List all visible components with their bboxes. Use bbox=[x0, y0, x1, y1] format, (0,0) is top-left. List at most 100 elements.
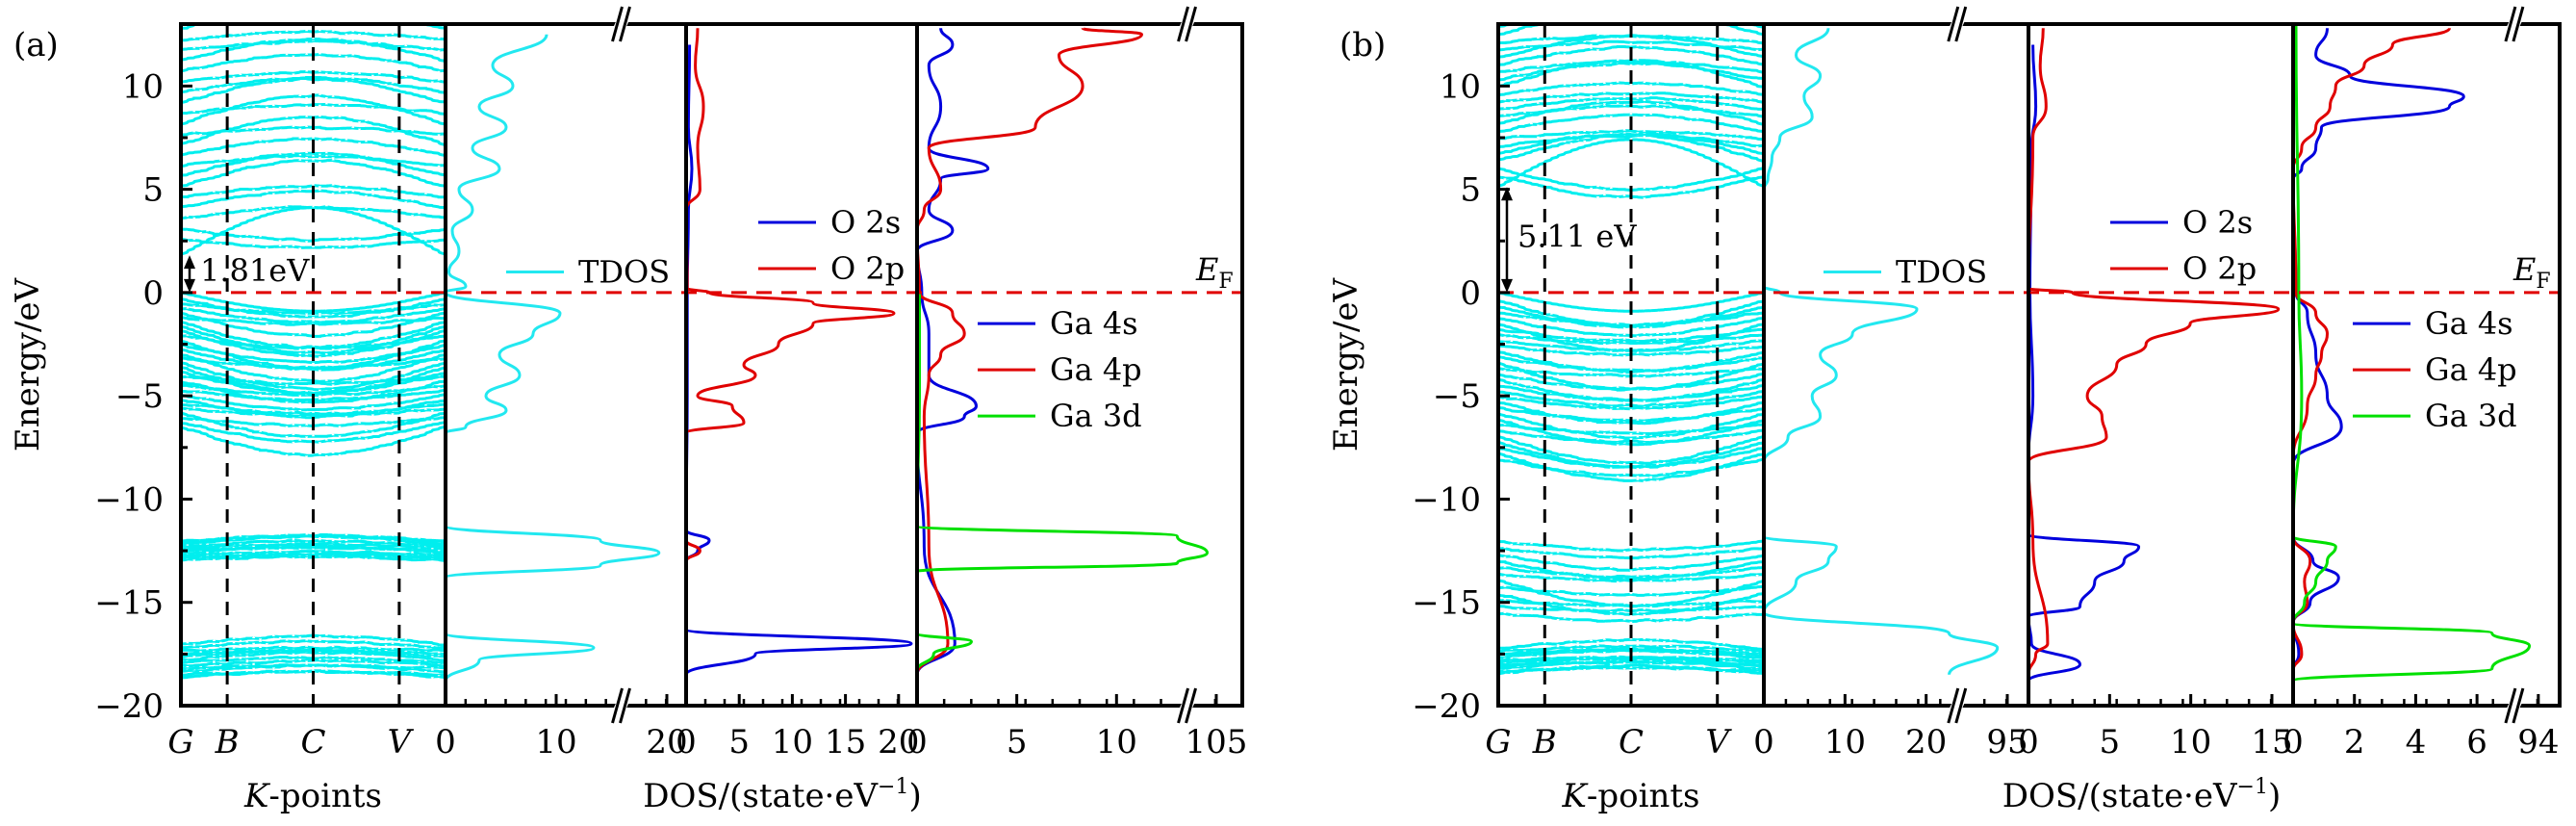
band-line bbox=[1496, 354, 1766, 373]
tdos-tick-label: 0 bbox=[435, 723, 456, 761]
panel-label-b: (b) bbox=[1339, 26, 1386, 65]
legend-label-ga-4s: Ga 4s bbox=[1050, 305, 1138, 342]
o-pdos-tick-label: 10 bbox=[2170, 723, 2211, 761]
band-line bbox=[179, 549, 447, 558]
y-tick-label: 10 bbox=[1440, 67, 1481, 106]
dos-axis-label: DOS/(state·eV−1) bbox=[2002, 775, 2282, 815]
y-tick-label: 5 bbox=[142, 171, 164, 210]
pdos-curve-o-2p bbox=[684, 28, 896, 562]
axis-break-mark bbox=[1954, 6, 1968, 42]
band-line bbox=[179, 306, 447, 324]
kpoint-label-G: G bbox=[1485, 723, 1511, 761]
band-line bbox=[179, 406, 447, 418]
y-tick-label: 0 bbox=[142, 274, 164, 313]
band-gap-label: 1.81eV bbox=[200, 252, 310, 289]
band-line bbox=[1497, 637, 1766, 652]
band-line bbox=[179, 638, 447, 651]
legend-label-tdos: TDOS bbox=[1896, 253, 1987, 290]
fermi-level-label: EF bbox=[2512, 251, 2551, 294]
legend-label-tdos: TDOS bbox=[578, 253, 670, 290]
axis-break-mark bbox=[1947, 687, 1960, 724]
band-line bbox=[1496, 60, 1766, 74]
tdos-curve bbox=[1762, 27, 2000, 676]
legend-label-o-2s: O 2s bbox=[2182, 204, 2253, 241]
legend-label-ga-3d: Ga 3d bbox=[2425, 398, 2517, 434]
y-tick-label: −20 bbox=[94, 687, 164, 726]
ga-pdos-tick-label: 5 bbox=[1007, 723, 1028, 761]
tdos-frame bbox=[1762, 22, 2030, 708]
ga-pdos-tick-label: 105 bbox=[1186, 723, 1248, 761]
axis-break-mark bbox=[2512, 687, 2525, 724]
band-gap-arrowhead-up bbox=[1501, 187, 1513, 201]
k-axis-label: K-points bbox=[1561, 777, 1699, 815]
band-line bbox=[1496, 611, 1766, 624]
o-pdos-tick-label: 15 bbox=[2251, 723, 2292, 761]
ga-pdos-tick-label: 6 bbox=[2466, 723, 2487, 761]
axis-break-mark bbox=[619, 687, 631, 724]
legend-label-o-2p: O 2p bbox=[830, 250, 905, 287]
o-pdos-tick-label: 5 bbox=[2100, 723, 2121, 761]
axis-break-mark bbox=[1177, 6, 1189, 42]
y-tick-label: −10 bbox=[94, 480, 164, 519]
legend-label-ga-3d: Ga 3d bbox=[1050, 398, 1142, 434]
pdos-curve-ga-3d bbox=[915, 292, 1210, 671]
tdos-tick-label: 20 bbox=[646, 723, 687, 761]
fermi-level-label: EF bbox=[1195, 251, 1234, 294]
o-pdos-frame bbox=[684, 22, 919, 708]
axis-break-mark bbox=[1185, 687, 1197, 724]
band-line bbox=[1498, 129, 1766, 142]
band-line bbox=[1496, 566, 1766, 580]
ga-pdos-tick-label: 4 bbox=[2406, 723, 2427, 761]
legend-label-ga-4p: Ga 4p bbox=[1050, 351, 1142, 388]
band-line bbox=[179, 315, 447, 326]
legend-label-ga-4p: Ga 4p bbox=[2425, 351, 2517, 388]
kpoint-label-V: V bbox=[388, 723, 415, 761]
kpoint-label-B: B bbox=[215, 723, 240, 761]
pdos-curve-o-2p bbox=[2027, 28, 2281, 675]
band-gap-arrowhead-down bbox=[1501, 278, 1513, 293]
ga-pdos-tick-label: 10 bbox=[1096, 723, 1137, 761]
o-pdos-tick-label: 15 bbox=[825, 723, 866, 761]
band-line bbox=[179, 545, 447, 552]
dos-axis-label: DOS/(state·eV−1) bbox=[643, 775, 922, 815]
y-tick-label: 0 bbox=[1460, 274, 1481, 313]
kpoint-label-G: G bbox=[167, 723, 193, 761]
kpoint-label-C: C bbox=[300, 723, 325, 761]
ga-pdos-tick-label: 0 bbox=[2283, 723, 2304, 761]
data-layer bbox=[179, 22, 2560, 706]
pdos-curve-o-2s bbox=[2027, 44, 2141, 683]
band-gap-arrowhead-up bbox=[184, 255, 195, 270]
tdos-tick-label: 10 bbox=[1824, 723, 1866, 761]
band-line bbox=[179, 662, 447, 671]
o-pdos-tick-label: 0 bbox=[2018, 723, 2039, 761]
o-pdos-tick-label: 20 bbox=[878, 723, 919, 761]
o-pdos-tick-label: 0 bbox=[676, 723, 697, 761]
axis-break-mark bbox=[619, 6, 631, 42]
y-tick-label: −20 bbox=[1412, 687, 1481, 726]
kpoint-label-V: V bbox=[1705, 723, 1732, 761]
panel-label-a: (a) bbox=[13, 26, 59, 65]
band-line bbox=[1496, 81, 1766, 97]
tdos-tick-label: 10 bbox=[535, 723, 576, 761]
y-axis-label: Energy/eV bbox=[9, 276, 47, 452]
ga-pdos-tick-label: 0 bbox=[906, 723, 928, 761]
y-tick-label: 5 bbox=[1460, 171, 1481, 210]
y-axis-label: Energy/eV bbox=[1327, 276, 1365, 452]
tdos-tick-label: 95 bbox=[1986, 723, 2028, 761]
o-pdos-frame bbox=[2027, 22, 2295, 708]
pdos-curve-ga-3d bbox=[2291, 23, 2532, 683]
legend-label-ga-4s: Ga 4s bbox=[2425, 305, 2513, 342]
y-tick-label: 10 bbox=[122, 67, 164, 106]
legend-label-o-2s: O 2s bbox=[830, 204, 901, 241]
axis-break-mark bbox=[1185, 6, 1197, 42]
y-tick-label: −5 bbox=[115, 377, 164, 416]
pdos-curve-ga-4p bbox=[2291, 26, 2451, 671]
pdos-curve-ga-4s bbox=[915, 28, 990, 676]
band-line bbox=[179, 154, 447, 168]
frame-layer bbox=[179, 6, 2562, 724]
pdos-curve-ga-4s bbox=[2291, 28, 2465, 671]
y-tick-label: −10 bbox=[1412, 480, 1481, 519]
axis-break-mark bbox=[1954, 687, 1968, 724]
